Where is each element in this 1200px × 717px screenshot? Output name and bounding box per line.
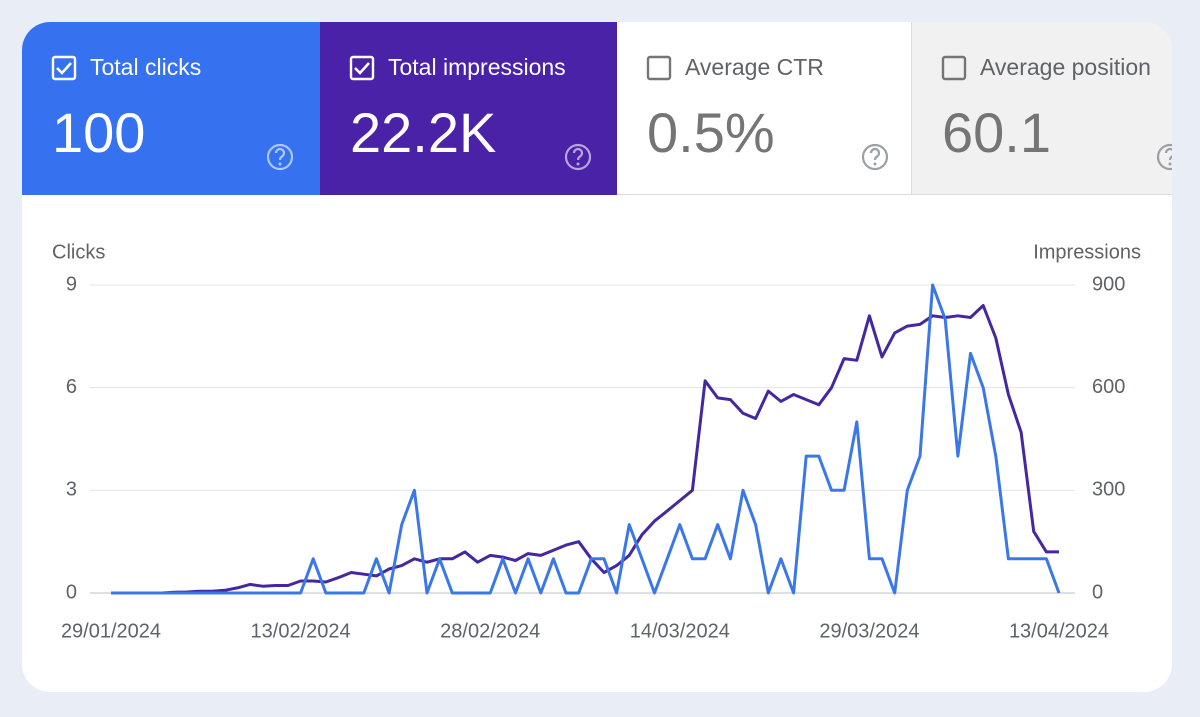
help-icon-glyph: [572, 147, 584, 161]
x-tick-label: 28/02/2024: [440, 620, 540, 642]
metric-label: Average position: [980, 54, 1151, 80]
help-icon-glyph: [1164, 147, 1172, 161]
x-tick-label: 14/03/2024: [630, 620, 730, 642]
y-tick-label: 6: [66, 376, 77, 398]
x-tick-label: 29/01/2024: [61, 620, 161, 642]
metric-value: 22.2K: [350, 101, 497, 164]
help-icon-glyph: [869, 147, 881, 161]
metric-label: Total impressions: [388, 54, 566, 80]
y-axis-label: Clicks: [52, 241, 105, 263]
checkbox: [646, 55, 672, 81]
y2-tick-label: 900: [1092, 273, 1125, 295]
tab-icons: [941, 55, 1172, 171]
help-icon: [564, 143, 592, 171]
help-icon-dot: [576, 162, 580, 166]
y-tick-label: 9: [66, 273, 77, 295]
performance-card: Total clicks 100 Total impressions 22.2K Ave…: [22, 22, 1172, 692]
help-icon: [1156, 143, 1172, 171]
metric-value: 60.1: [942, 101, 1051, 164]
y2-tick-label: 0: [1092, 581, 1103, 603]
tab-icons: [646, 55, 889, 171]
y2-tick-label: 600: [1092, 376, 1125, 398]
tab-icons: [51, 55, 294, 171]
help-icon-glyph: [274, 147, 286, 161]
help-icon-dot: [1168, 162, 1172, 166]
help-icon-dot: [278, 162, 282, 166]
tab-icons: [349, 55, 592, 171]
metric-tab[interactable]: Average CTR 0.5%: [617, 22, 912, 195]
checkmark: [354, 62, 370, 75]
checkbox: [941, 55, 967, 81]
help-icon-dot: [873, 162, 877, 166]
series-line: [111, 283, 1061, 595]
y-tick-label: 3: [66, 479, 77, 501]
x-tick-label: 13/04/2024: [1009, 620, 1109, 642]
checkbox: [51, 55, 77, 81]
checkmark: [56, 62, 72, 75]
checkbox: [349, 55, 375, 81]
series-line: [111, 304, 1059, 595]
metric-label: Total clicks: [90, 54, 202, 80]
x-tick-label: 13/02/2024: [251, 620, 351, 642]
metric-label: Average CTR: [685, 54, 824, 80]
x-tick-label: 29/03/2024: [819, 620, 919, 642]
metric-tab[interactable]: Average position 60.1: [912, 22, 1172, 195]
y2-axis-label: Impressions: [1033, 241, 1141, 263]
metric-value: 100: [52, 101, 146, 164]
metric-tab[interactable]: Total clicks 100: [22, 22, 320, 195]
y2-tick-label: 300: [1092, 479, 1125, 501]
metric-value: 0.5%: [647, 101, 775, 164]
metric-tab[interactable]: Total impressions 22.2K: [320, 22, 617, 195]
help-icon: [266, 143, 294, 171]
y-tick-label: 0: [66, 581, 77, 603]
help-icon: [861, 143, 889, 171]
